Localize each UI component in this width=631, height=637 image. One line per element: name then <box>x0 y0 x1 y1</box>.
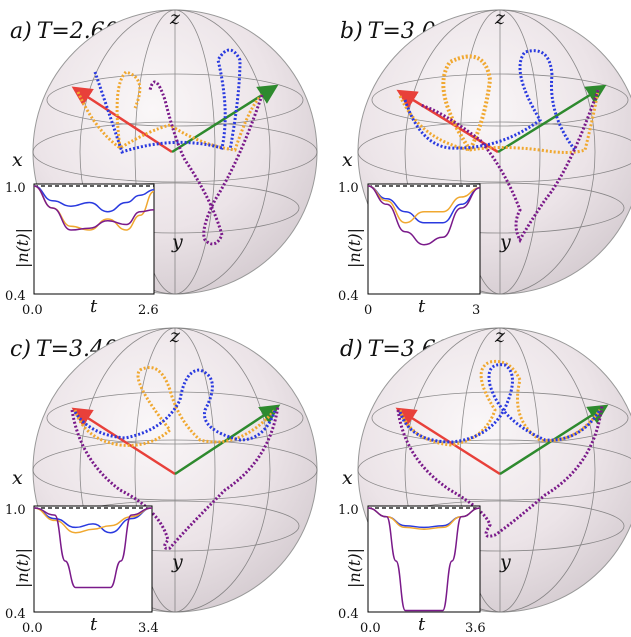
purple-trajectory-c <box>70 405 280 550</box>
inset-b-xtick-left: 0 <box>364 303 372 318</box>
inset-c-ytick-top: 1.0 <box>5 503 26 518</box>
inset-series-purple-line <box>33 507 153 589</box>
inset-c-xtick-left: 0.0 <box>22 621 43 636</box>
green-axis-arrow-d <box>499 404 609 476</box>
orange-trajectory-b <box>398 89 600 154</box>
y-axis-label-b: y <box>499 231 511 253</box>
y-axis-label-c: y <box>171 551 183 573</box>
inset-c-xlabel: t <box>90 614 98 635</box>
x-axis-label-d: x <box>342 467 353 489</box>
inset-a-ylabel: |n(t)| <box>13 228 32 268</box>
y-axis-label-d: y <box>499 551 511 573</box>
inset-c-ytick-bottom: 0.4 <box>5 607 26 622</box>
inset-series-purple-line <box>33 185 155 231</box>
inset-d-ylabel: |n(t)| <box>345 548 364 588</box>
inset-d-xtick-left: 0.0 <box>360 621 381 636</box>
blue-trajectory-c <box>73 368 277 442</box>
panel-a: a) T=2.60 z x y 1.0 <box>5 7 318 318</box>
inset-d-xlabel: t <box>418 614 426 635</box>
green-axis-arrow-a <box>171 84 279 154</box>
inset-series-blue-line <box>367 185 481 224</box>
red-axis-arrow-d <box>395 407 501 476</box>
red-axis-arrow-b <box>396 89 499 154</box>
blue-trajectory-b <box>403 49 577 151</box>
panel-c: c) T=3.40 z x y 1.0 <box>5 325 318 636</box>
z-axis-label-a: z <box>169 7 181 29</box>
panel-d: d) T=3.60 z x y 1.0 <box>338 325 631 636</box>
inset-a: 1.0 0.4 0.0 2.6 t |n(t)| <box>5 181 159 318</box>
inset-series-blue-line <box>33 507 153 534</box>
inset-a-ytick-bottom: 0.4 <box>5 289 26 304</box>
red-axis-arrow-c <box>71 407 176 476</box>
x-axis-label-a: x <box>12 149 23 171</box>
orange-trajectory-c <box>73 366 277 447</box>
inset-b-ytick-top: 1.0 <box>338 181 359 196</box>
inset-b-ytick-bottom: 0.4 <box>338 289 359 304</box>
orange-trajectory-d <box>398 359 602 447</box>
z-axis-label-d: z <box>494 325 506 347</box>
inset-b-xlabel: t <box>418 296 426 317</box>
inset-d-ytick-top: 1.0 <box>338 503 359 518</box>
inset-c-xtick-right: 3.4 <box>138 621 159 636</box>
x-axis-label-c: x <box>12 467 23 489</box>
orange-trajectory-a <box>76 91 264 152</box>
inset-c-ylabel: |n(t)| <box>13 548 32 588</box>
inset-series-purple-line <box>367 507 481 612</box>
inset-a-xlabel: t <box>90 296 98 317</box>
inset-b-ylabel: |n(t)| <box>345 228 364 268</box>
inset-a-xtick-left: 0.0 <box>22 303 43 318</box>
inset-a-xtick-right: 2.6 <box>138 303 159 318</box>
purple-trajectory-d <box>396 404 604 538</box>
z-axis-label-c: z <box>169 325 181 347</box>
orange-loop-a <box>115 70 142 149</box>
green-axis-arrow-b <box>497 84 607 154</box>
purple-trajectory-a <box>148 80 264 246</box>
inset-c: 1.0 0.4 0.0 3.4 t |n(t)| <box>5 503 159 636</box>
inset-b-xtick-right: 3 <box>472 303 480 318</box>
red-axis-arrow-a <box>71 86 173 154</box>
inset-series-purple-line <box>367 185 481 246</box>
y-axis-label-a: y <box>171 231 183 253</box>
x-axis-label-b: x <box>342 149 353 171</box>
inset-b: 1.0 0.4 0 3 t |n(t)| <box>338 181 481 318</box>
inset-series-orange-line <box>367 185 481 224</box>
inset-d-ytick-bottom: 0.4 <box>338 607 359 622</box>
inset-series-blue-line <box>33 185 155 213</box>
blue-trajectory-d <box>398 363 602 444</box>
inset-d: 1.0 0.4 0.0 3.6 t |n(t)| <box>338 503 486 636</box>
purple-trajectory-b <box>419 89 600 244</box>
inset-series-orange-line <box>33 507 153 534</box>
panel-b: b) T=3.00 z x y 1.0 <box>338 7 631 318</box>
orange-loop-b <box>441 54 493 152</box>
inset-d-xtick-right: 3.6 <box>465 621 486 636</box>
z-axis-label-b: z <box>494 7 506 29</box>
inset-a-ytick-top: 1.0 <box>5 181 26 196</box>
